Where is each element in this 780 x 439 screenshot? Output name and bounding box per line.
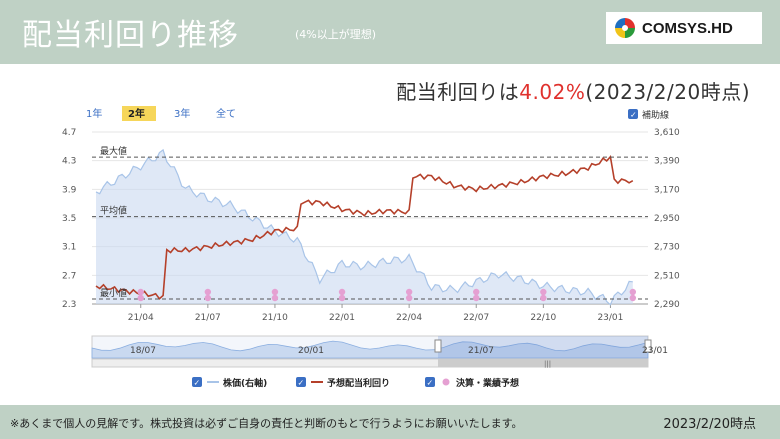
y-right-tick: 3,390 [654, 157, 680, 167]
y-right-tick: 3,170 [654, 185, 680, 195]
legend-checkbox[interactable] [425, 377, 435, 387]
earnings-marker[interactable] [271, 288, 279, 296]
earnings-marker[interactable] [629, 288, 637, 296]
range-tab-2[interactable]: 2年 [128, 107, 145, 120]
x-tick-label: 23/01 [597, 313, 623, 323]
yield-prefix: 配当利回りは [396, 80, 520, 104]
legend-label[interactable]: 予想配当利回り [327, 377, 390, 389]
navigator-tick: 23/01 [642, 346, 668, 356]
y-left-tick: 2.3 [62, 300, 76, 310]
y-right-tick: 2,730 [654, 243, 680, 253]
company-logo: COMSYS.HD [606, 12, 762, 44]
range-tab-4[interactable]: 全て [216, 107, 236, 120]
navigator-handle-left[interactable] [434, 339, 442, 353]
navigator-selection[interactable] [438, 336, 648, 358]
legend-checkbox[interactable] [192, 377, 202, 387]
checkmark-icon: ✓ [630, 111, 637, 120]
navigator-area [91, 340, 649, 359]
x-tick-label: 22/07 [463, 313, 489, 323]
earnings-marker[interactable] [338, 294, 346, 302]
disclaimer: ※あくまで個人の見解です。株式投資は必ずご自身の責任と判断のもとで行うようにお願… [10, 417, 523, 430]
y-left-tick: 4.3 [62, 157, 76, 167]
earnings-marker[interactable] [204, 288, 212, 296]
earnings-marker[interactable] [473, 288, 480, 296]
earnings-marker[interactable] [137, 294, 144, 302]
earnings-marker[interactable] [137, 288, 144, 296]
legend-swatch [442, 378, 450, 386]
legend-label[interactable]: 決算・業績予想 [456, 377, 519, 389]
x-tick-label: 21/10 [262, 313, 288, 323]
y-left-tick: 3.5 [62, 214, 76, 224]
y-right-tick: 3,610 [654, 128, 680, 138]
page-title: 配当利回り推移 [22, 18, 239, 53]
range-tab-active-bg [122, 106, 156, 121]
footer-date: 2023/2/20時点 [663, 417, 756, 432]
navigator-tick: 20/01 [298, 346, 324, 356]
price-line [95, 148, 633, 306]
ref-label-avg: 平均値 [100, 205, 127, 217]
range-tab-1[interactable]: 1年 [86, 107, 102, 120]
scrollbar-grip-icon: ||| [544, 360, 551, 368]
navigator-tick: 18/07 [130, 346, 156, 356]
earnings-marker[interactable] [271, 294, 279, 302]
checkmark-icon: ✓ [427, 379, 434, 388]
yield-chart: 1年 2年 3年 全て ✓ 補助線 2.3 2.7 3.1 3.5 3.9 4.3 4.7 2,290 2,… [62, 106, 680, 389]
range-tab-3[interactable]: 3年 [174, 107, 190, 120]
earnings-marker[interactable] [204, 294, 212, 302]
x-tick-label: 22/10 [530, 313, 556, 323]
logo-icon [615, 18, 635, 38]
x-tick-label: 22/01 [329, 313, 355, 323]
y-left-tick: 4.7 [62, 128, 76, 138]
y-right-tick: 2,950 [654, 214, 680, 224]
page-subtitle: (4%以上が理想) [295, 28, 377, 41]
earnings-marker[interactable] [338, 288, 346, 296]
earnings-marker[interactable] [405, 294, 413, 302]
aux-line-label: 補助線 [642, 109, 669, 121]
navigator-tick: 21/07 [468, 346, 494, 356]
earnings-marker[interactable] [540, 288, 547, 296]
earnings-marker[interactable] [629, 294, 637, 302]
legend-label[interactable]: 株価(右軸) [223, 377, 267, 389]
y-right-tick: 2,290 [654, 300, 680, 310]
chart-container: 1年 2年 3年 全て ✓ 補助線 2.3 2.7 3.1 3.5 3.9 4.3 4.7 2,290 2,… [60, 104, 690, 398]
x-tick-label: 22/04 [396, 313, 422, 323]
yield-line [95, 155, 634, 300]
earnings-marker[interactable] [540, 294, 547, 302]
y-left-tick: 2.7 [62, 271, 76, 281]
y-left-tick: 3.9 [62, 185, 77, 195]
aux-line-checkbox[interactable] [628, 109, 638, 119]
x-tick-label: 21/07 [195, 313, 221, 323]
yield-date: (2023/2/20時点) [585, 80, 750, 104]
y-right-tick: 2,510 [654, 271, 680, 281]
earnings-marker[interactable] [473, 294, 480, 302]
price-area [96, 149, 633, 305]
header-bar: 配当利回り推移 (4%以上が理想) COMSYS.HD [0, 0, 780, 64]
x-tick-label: 21/04 [128, 313, 154, 323]
earnings-marker[interactable] [405, 288, 413, 296]
ref-label-max: 最大値 [100, 145, 127, 157]
navigator-handle-right[interactable] [644, 339, 652, 353]
logo-text: COMSYS.HD [642, 19, 733, 37]
navigator-scrollbar-thumb[interactable] [438, 359, 648, 367]
checkmark-icon: ✓ [298, 379, 305, 388]
yield-value: 4.02% [519, 80, 586, 104]
yield-headline: 配当利回りは4.02%(2023/2/20時点) [396, 76, 750, 105]
y-left-tick: 3.1 [62, 243, 76, 253]
legend-checkbox[interactable] [296, 377, 306, 387]
checkmark-icon: ✓ [194, 379, 201, 388]
ref-label-min: 最小値 [100, 287, 127, 299]
